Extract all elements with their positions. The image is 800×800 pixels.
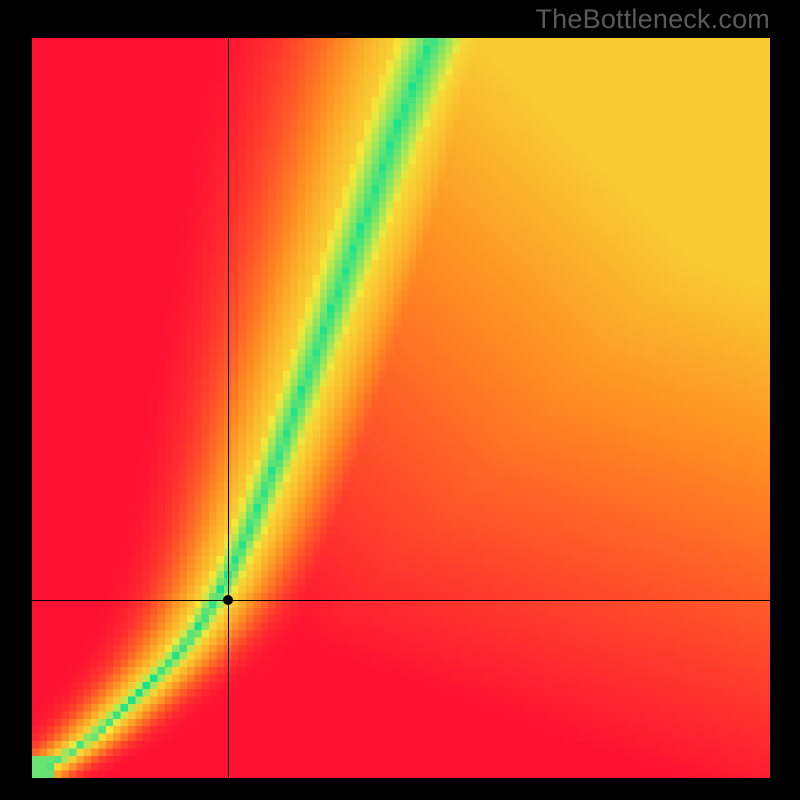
- crosshair-vertical: [228, 38, 229, 778]
- heatmap-canvas: [32, 38, 770, 778]
- crosshair-horizontal: [32, 600, 770, 601]
- page-root: TheBottleneck.com: [0, 0, 800, 800]
- watermark-text: TheBottleneck.com: [535, 4, 770, 35]
